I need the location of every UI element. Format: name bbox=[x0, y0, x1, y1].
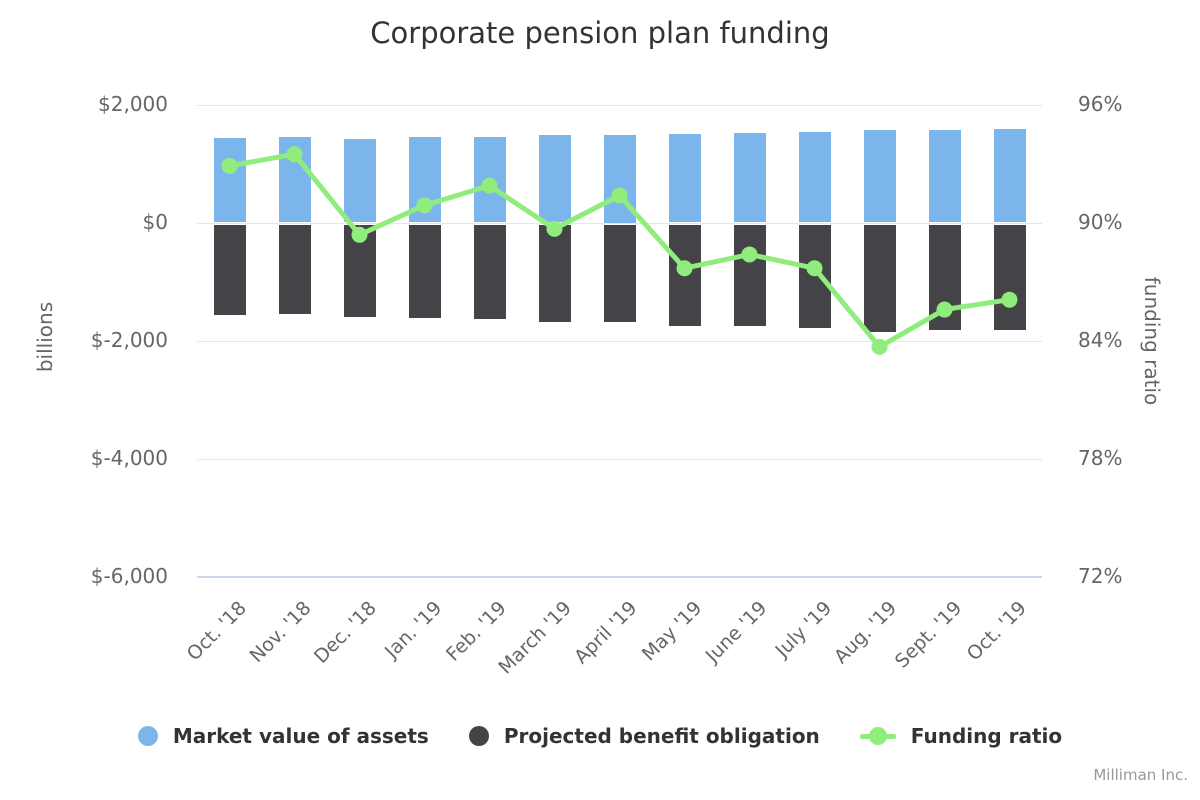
left-axis-tick-label: $-2,000 bbox=[90, 328, 168, 352]
gridline bbox=[197, 340, 1042, 342]
legend-label-benefit-obligation: Projected benefit obligation bbox=[503, 724, 820, 748]
chart-title: Corporate pension plan funding bbox=[370, 16, 830, 50]
bar-market-value-of-assets[interactable] bbox=[928, 129, 961, 223]
x-axis-line bbox=[197, 576, 1042, 578]
bar-market-value-of-assets[interactable] bbox=[798, 132, 831, 223]
gridline bbox=[197, 458, 1042, 460]
funding-ratio-point[interactable] bbox=[676, 260, 693, 277]
bar-market-value-of-assets[interactable] bbox=[733, 132, 766, 223]
funding-ratio-point[interactable] bbox=[936, 301, 953, 318]
legend-item-market-value[interactable]: Market value of assets bbox=[137, 724, 429, 748]
x-axis-label: July '19 bbox=[771, 597, 837, 662]
left-axis-tick-label: $-6,000 bbox=[90, 564, 168, 588]
market-value-legend-swatch-icon bbox=[137, 726, 158, 746]
legend-label-market-value: Market value of assets bbox=[172, 724, 429, 748]
x-axis-label: April '19 bbox=[569, 597, 642, 669]
funding-ratio-point[interactable] bbox=[611, 187, 628, 204]
right-axis-tick-label: 78% bbox=[1078, 446, 1123, 470]
funding-ratio-point[interactable] bbox=[871, 338, 888, 355]
funding-ratio-point[interactable] bbox=[741, 246, 758, 263]
x-axis-label: Dec. '18 bbox=[310, 597, 382, 668]
bar-projected-benefit-obligation[interactable] bbox=[213, 224, 246, 315]
x-axis-label: Oct. '18 bbox=[182, 597, 252, 666]
legend-item-benefit-obligation[interactable]: Projected benefit obligation bbox=[468, 724, 820, 748]
funding-ratio-point[interactable] bbox=[546, 220, 563, 237]
bar-projected-benefit-obligation[interactable] bbox=[278, 224, 311, 314]
credits-link[interactable]: Milliman Inc. bbox=[1093, 766, 1188, 784]
bar-projected-benefit-obligation[interactable] bbox=[473, 224, 506, 319]
x-axis-label: Jan. '19 bbox=[380, 597, 447, 663]
right-axis-tick-label: 90% bbox=[1078, 210, 1123, 234]
legend-label-funding-ratio: Funding ratio bbox=[910, 724, 1063, 748]
bar-projected-benefit-obligation[interactable] bbox=[798, 224, 831, 329]
bar-market-value-of-assets[interactable] bbox=[343, 138, 376, 223]
bar-projected-benefit-obligation[interactable] bbox=[603, 224, 636, 323]
legend-item-funding-ratio[interactable]: Funding ratio bbox=[859, 724, 1063, 748]
right-axis-tick-label: 84% bbox=[1078, 328, 1123, 352]
bar-market-value-of-assets[interactable] bbox=[213, 137, 246, 223]
funding-ratio-point[interactable] bbox=[351, 226, 368, 243]
bar-market-value-of-assets[interactable] bbox=[538, 134, 571, 223]
bar-projected-benefit-obligation[interactable] bbox=[993, 224, 1026, 331]
bar-market-value-of-assets[interactable] bbox=[993, 129, 1026, 223]
left-axis-tick-label: $0 bbox=[142, 210, 168, 234]
funding-ratio-point[interactable] bbox=[221, 157, 238, 174]
bar-market-value-of-assets[interactable] bbox=[668, 133, 701, 223]
right-axis-tick-label: 96% bbox=[1078, 92, 1123, 116]
bar-projected-benefit-obligation[interactable] bbox=[538, 224, 571, 323]
funding-ratio-legend-swatch-icon bbox=[859, 726, 896, 746]
bar-projected-benefit-obligation[interactable] bbox=[863, 224, 896, 332]
funding-ratio-point[interactable] bbox=[481, 177, 498, 194]
bar-projected-benefit-obligation[interactable] bbox=[733, 224, 766, 327]
bar-projected-benefit-obligation[interactable] bbox=[408, 224, 441, 318]
x-axis-label: Nov. '18 bbox=[245, 597, 317, 668]
right-axis-title: funding ratio bbox=[1140, 276, 1164, 406]
funding-ratio-point[interactable] bbox=[286, 146, 303, 163]
legend: Market value of assets Projected benefit… bbox=[0, 724, 1200, 748]
x-axis-label: May '19 bbox=[637, 597, 707, 666]
x-axis-label: June '19 bbox=[701, 597, 772, 667]
right-axis-tick-label: 72% bbox=[1078, 564, 1123, 588]
left-axis-tick-label: $2,000 bbox=[98, 92, 168, 116]
bar-market-value-of-assets[interactable] bbox=[863, 130, 896, 223]
x-axis-label: Oct. '19 bbox=[962, 597, 1032, 666]
funding-ratio-point[interactable] bbox=[806, 260, 823, 277]
benefit-obligation-legend-swatch-icon bbox=[468, 726, 489, 746]
gridline bbox=[197, 104, 1042, 106]
left-axis-tick-label: $-4,000 bbox=[90, 446, 168, 470]
left-axis-title: billions bbox=[33, 301, 57, 373]
x-axis-label: Sept. '19 bbox=[890, 597, 967, 673]
funding-ratio-point[interactable] bbox=[1001, 291, 1018, 308]
gridline bbox=[197, 222, 1042, 224]
funding-ratio-point[interactable] bbox=[416, 197, 433, 214]
